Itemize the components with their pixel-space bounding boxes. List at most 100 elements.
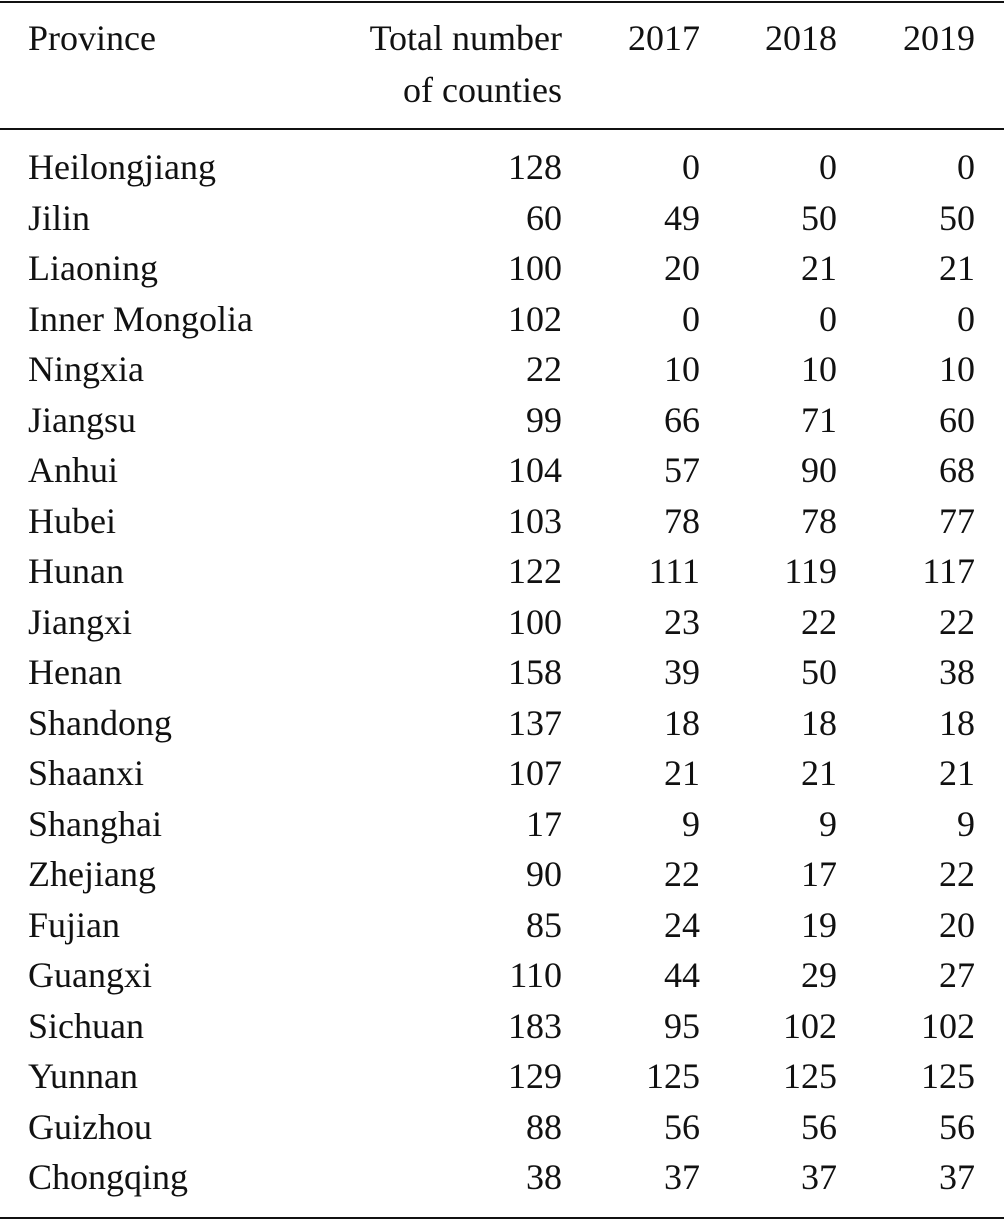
cell-value-2019: 117 <box>922 551 975 591</box>
cell-value-2018: 21 <box>801 753 837 793</box>
cell-total-counties: 17 <box>526 803 562 844</box>
header-total-line1: Total number <box>369 18 562 58</box>
cell-value-2018: 78 <box>801 500 837 541</box>
cell-value-2017: 22 <box>664 854 700 894</box>
cell-value-2018: 125 <box>783 1056 837 1096</box>
cell-value-2017: 57 <box>664 450 700 490</box>
cell-value-2018: 19 <box>801 904 837 945</box>
cell-province: Fujian <box>28 904 121 945</box>
cell-province: Heilongjiang <box>28 147 216 187</box>
bottom-rule <box>0 1217 1004 1219</box>
cell-value-2019: 125 <box>921 1056 975 1096</box>
cell-value-2019: 38 <box>939 652 975 692</box>
cell-value-2019: 60 <box>939 399 975 440</box>
cell-total-counties: 129 <box>508 1056 562 1096</box>
cell-value-2018: 0 <box>819 298 837 339</box>
cell-value-2018: 10 <box>801 349 837 389</box>
cell-total-counties: 110 <box>509 955 562 995</box>
cell-value-2017: 39 <box>664 652 700 692</box>
cell-province: Inner Mongolia <box>28 298 253 339</box>
cell-total-counties: 90 <box>526 854 562 894</box>
cell-value-2017: 111 <box>648 551 700 591</box>
cell-value-2017: 24 <box>664 904 700 945</box>
cell-total-counties: 104 <box>508 450 562 490</box>
cell-province: Guangxi <box>28 955 152 995</box>
cell-value-2019: 102 <box>921 1005 975 1046</box>
cell-value-2019: 27 <box>939 955 975 995</box>
cell-total-counties: 88 <box>526 1106 562 1147</box>
cell-value-2017: 125 <box>646 1056 700 1096</box>
cell-value-2018: 90 <box>801 450 837 490</box>
cell-total-counties: 85 <box>526 904 562 945</box>
cell-total-counties: 158 <box>508 652 562 692</box>
cell-province: Hunan <box>28 551 124 591</box>
header-rule <box>0 128 1004 130</box>
cell-total-counties: 99 <box>526 399 562 440</box>
cell-value-2018: 18 <box>801 702 837 743</box>
cell-value-2018: 9 <box>819 803 837 844</box>
cell-value-2017: 78 <box>664 500 700 541</box>
cell-value-2018: 50 <box>801 197 837 238</box>
cell-value-2017: 18 <box>664 702 700 743</box>
cell-value-2017: 95 <box>664 1005 700 1046</box>
cell-value-2019: 22 <box>939 854 975 894</box>
cell-value-2018: 0 <box>819 147 837 187</box>
cell-value-2017: 0 <box>682 147 700 187</box>
cell-total-counties: 38 <box>526 1157 562 1197</box>
cell-value-2019: 37 <box>939 1157 975 1197</box>
cell-province: Yunnan <box>28 1056 138 1096</box>
cell-province: Anhui <box>28 450 118 490</box>
cell-value-2019: 21 <box>939 753 975 793</box>
cell-value-2017: 20 <box>664 248 700 288</box>
cell-value-2017: 21 <box>664 753 700 793</box>
cell-province: Henan <box>28 652 122 692</box>
cell-total-counties: 103 <box>508 500 562 541</box>
cell-value-2019: 22 <box>939 601 975 642</box>
cell-province: Hubei <box>28 500 116 541</box>
cell-value-2018: 21 <box>801 248 837 288</box>
cell-value-2019: 77 <box>939 500 975 541</box>
cell-province: Shaanxi <box>28 753 144 793</box>
cell-value-2019: 0 <box>957 147 975 187</box>
cell-province: Sichuan <box>28 1005 144 1046</box>
cell-value-2019: 18 <box>939 702 975 743</box>
cell-total-counties: 107 <box>508 753 562 793</box>
cell-value-2017: 56 <box>664 1106 700 1147</box>
header-2017: 2017 <box>628 18 700 58</box>
cell-province: Jilin <box>28 197 91 238</box>
cell-value-2017: 10 <box>664 349 700 389</box>
header-2019: 2019 <box>903 18 975 58</box>
cell-province: Ningxia <box>28 349 144 389</box>
cell-value-2018: 50 <box>801 652 837 692</box>
cell-total-counties: 122 <box>508 551 562 591</box>
cell-province: Shanghai <box>28 803 162 844</box>
top-rule <box>0 1 1004 3</box>
cell-value-2019: 56 <box>939 1106 975 1147</box>
header-province: Province <box>28 18 156 58</box>
cell-value-2018: 56 <box>801 1106 837 1147</box>
cell-total-counties: 100 <box>508 248 562 288</box>
cell-value-2018: 71 <box>801 399 837 440</box>
cell-province: Jiangsu <box>28 399 136 440</box>
cell-province: Zhejiang <box>28 854 156 894</box>
cell-value-2017: 44 <box>664 955 700 995</box>
cell-value-2018: 37 <box>801 1157 837 1197</box>
cell-total-counties: 137 <box>508 702 562 743</box>
cell-total-counties: 102 <box>508 298 562 339</box>
cell-value-2019: 0 <box>957 298 975 339</box>
cell-value-2018: 22 <box>801 601 837 642</box>
cell-value-2017: 49 <box>664 197 700 238</box>
cell-province: Chongqing <box>28 1157 189 1197</box>
cell-value-2019: 20 <box>939 904 975 945</box>
header-total-line2: of counties <box>403 70 562 110</box>
cell-value-2017: 9 <box>682 803 700 844</box>
cell-total-counties: 60 <box>526 197 562 238</box>
cell-value-2018: 102 <box>783 1005 837 1046</box>
cell-value-2018: 119 <box>784 551 837 591</box>
cell-value-2018: 29 <box>801 955 837 995</box>
cell-value-2019: 9 <box>957 803 975 844</box>
cell-value-2018: 17 <box>801 854 837 894</box>
header-2018: 2018 <box>765 18 837 58</box>
cell-total-counties: 22 <box>526 349 562 389</box>
cell-value-2019: 10 <box>939 349 975 389</box>
